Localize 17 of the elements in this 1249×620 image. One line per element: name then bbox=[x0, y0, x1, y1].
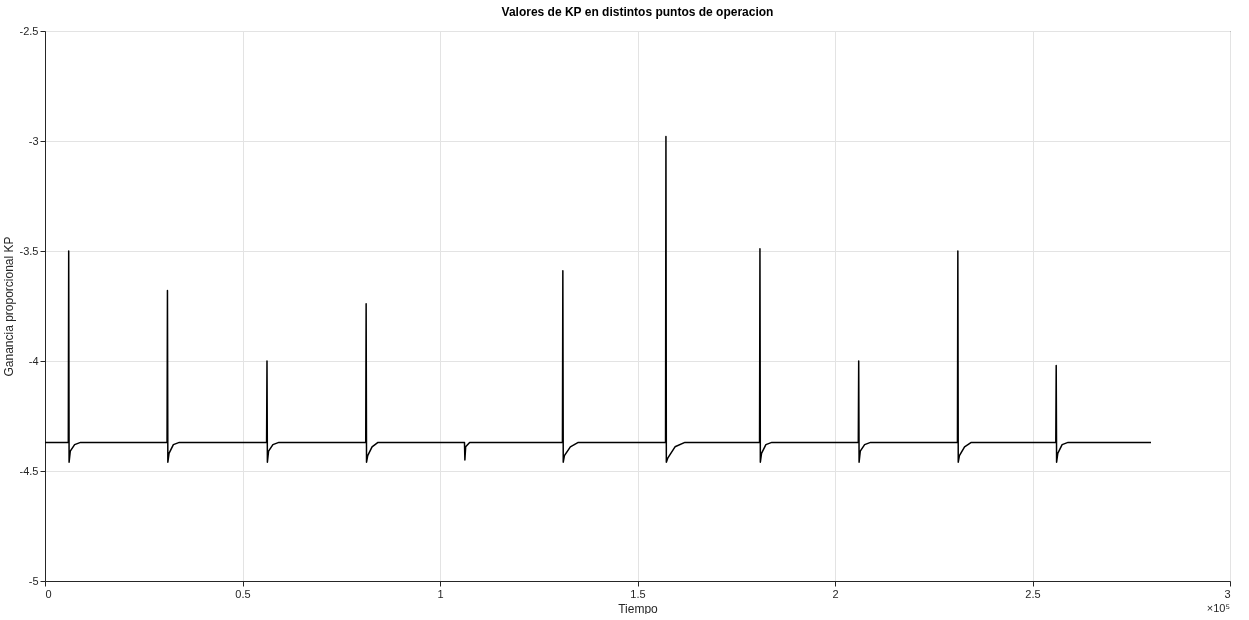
y-tick-label: -4 bbox=[28, 354, 39, 367]
y-tick-label: -3.5 bbox=[19, 244, 39, 257]
x-tick-label: 1.5 bbox=[630, 587, 646, 600]
x-tick-label: 3 bbox=[1224, 587, 1231, 600]
text: ×10⁵ bbox=[1206, 602, 1230, 614]
x-tick-label: 2 bbox=[832, 587, 839, 600]
y-tick-label: -5 bbox=[28, 574, 39, 587]
y-tick-label: -3 bbox=[28, 134, 39, 147]
chart-title: Valores de KP en distintos puntos de operacion bbox=[501, 5, 774, 19]
y-tick-label: -4.5 bbox=[19, 464, 39, 477]
y-tick-label: -2.5 bbox=[19, 24, 39, 37]
x-tick-label: 0 bbox=[45, 587, 52, 600]
y-axis-title: Ganancia proporcional KP bbox=[1, 236, 16, 377]
x-tick-label: 0.5 bbox=[235, 587, 251, 600]
x-tick-label: 1 bbox=[437, 587, 444, 600]
line-series bbox=[44, 135, 1152, 463]
x-tick-label: 2.5 bbox=[1025, 587, 1041, 600]
